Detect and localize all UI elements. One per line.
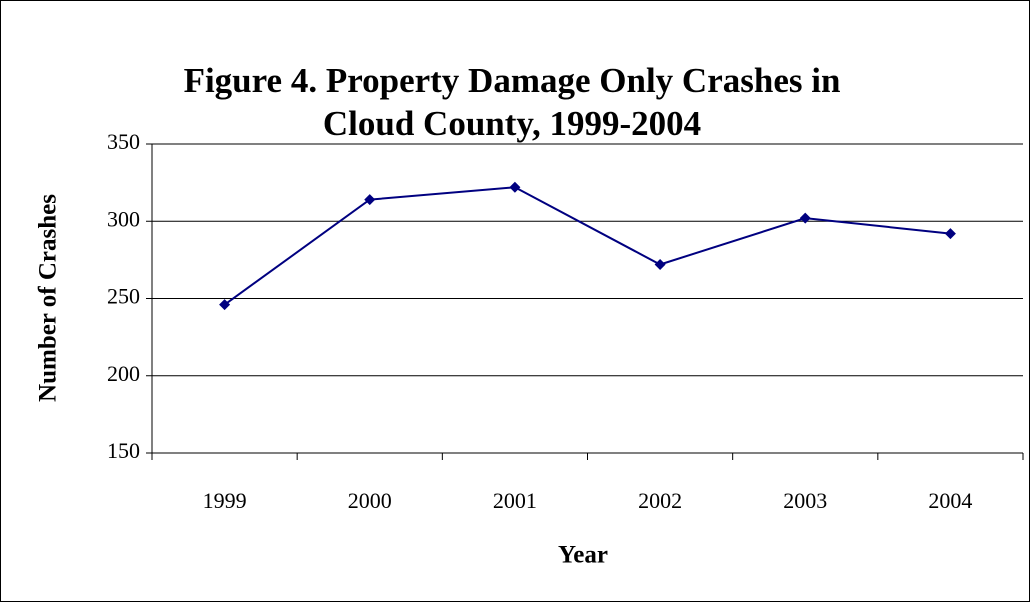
- y-tick-label: 300: [107, 206, 140, 231]
- chart-title: Figure 4. Property Damage Only Crashes i…: [184, 61, 841, 100]
- y-tick-label: 150: [107, 438, 140, 463]
- y-tick-label: 250: [107, 284, 140, 309]
- x-axis-title: Year: [558, 542, 608, 569]
- data-point: [799, 212, 811, 224]
- data-point: [654, 259, 666, 271]
- data-point: [509, 181, 521, 193]
- x-tick-label: 2003: [783, 488, 827, 513]
- y-axis-title: Number of Crashes: [35, 194, 62, 402]
- x-tick-label: 2000: [348, 488, 392, 513]
- chart-title: Cloud County, 1999-2004: [323, 104, 701, 143]
- x-tick-label: 2001: [493, 488, 537, 513]
- x-tick-label: 2004: [928, 488, 972, 513]
- x-tick-label: 2002: [638, 488, 682, 513]
- data-point: [944, 228, 956, 240]
- data-point: [219, 299, 231, 311]
- y-tick-label: 200: [107, 361, 140, 386]
- y-tick-label: 350: [107, 129, 140, 154]
- x-tick-label: 1999: [203, 488, 247, 513]
- series-line: [223, 186, 951, 306]
- data-point: [364, 194, 376, 206]
